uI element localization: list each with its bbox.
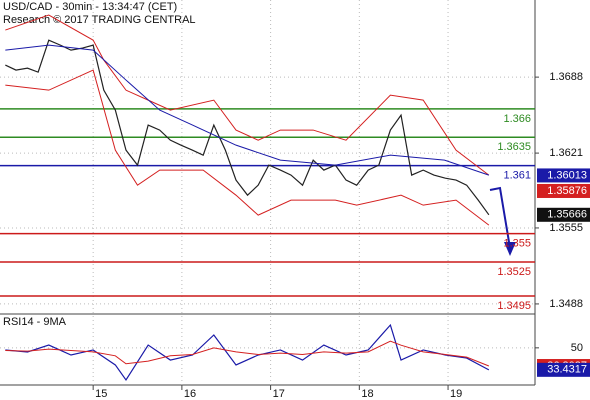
- level-label: 1.361: [503, 169, 531, 181]
- y-tick-label: 1.3488: [549, 298, 583, 310]
- x-tick-label: 15: [95, 388, 107, 400]
- level-label: 1.3525: [497, 266, 531, 278]
- x-tick-label: 19: [450, 388, 462, 400]
- x-tick-label: 17: [273, 388, 285, 400]
- series-line: [5, 39, 490, 216]
- price-marker: [537, 207, 590, 222]
- series-line: [5, 44, 490, 176]
- level-label: 1.355: [503, 238, 531, 250]
- y-tick-label: 1.3555: [549, 222, 583, 234]
- series-line: [5, 14, 490, 176]
- x-tick-label: 16: [184, 388, 196, 400]
- price-marker-label: 33.4317: [547, 364, 587, 376]
- level-label: 1.366: [503, 113, 531, 125]
- series-line: [5, 69, 490, 226]
- level-label: 1.3495: [497, 300, 531, 312]
- x-tick-label: 18: [361, 388, 373, 400]
- rsi-title: RSI14 - 9MA: [3, 316, 67, 328]
- y-tick-label: 50: [571, 342, 583, 354]
- forecast-arrow: [489, 186, 516, 256]
- price-marker-label: 1.36013: [547, 169, 587, 181]
- chart-title: USD/CAD - 30min - 13:34:47 (CET): [3, 1, 177, 13]
- series-line: [5, 323, 490, 382]
- price-marker-label: 1.35876: [547, 185, 587, 197]
- y-tick-label: 1.3621: [549, 147, 583, 159]
- price-marker: [537, 168, 590, 183]
- price-marker-label: 1.35666: [547, 209, 587, 221]
- y-tick-label: 1.3688: [549, 71, 583, 83]
- chart-subtitle: Research © 2017 TRADING CENTRAL: [3, 14, 196, 26]
- level-label: 1.3635: [497, 141, 531, 153]
- series-line: [5, 340, 490, 367]
- price-marker: [537, 362, 590, 377]
- price-marker: [537, 183, 590, 198]
